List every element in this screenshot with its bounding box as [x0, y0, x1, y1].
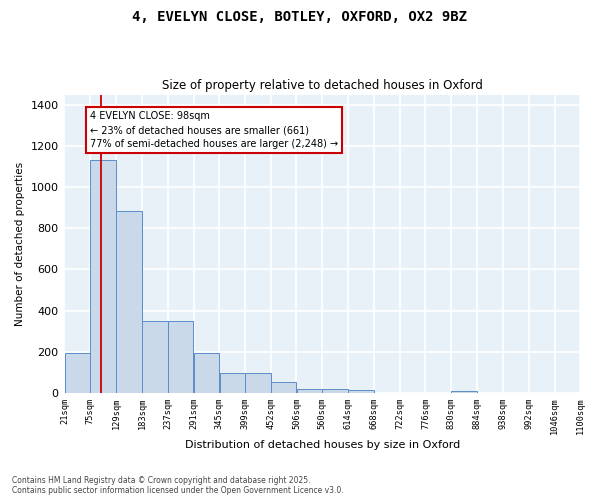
- Y-axis label: Number of detached properties: Number of detached properties: [15, 162, 25, 326]
- Bar: [65, 352, 90, 393]
- Bar: [451, 391, 477, 393]
- X-axis label: Distribution of detached houses by size in Oxford: Distribution of detached houses by size …: [185, 440, 460, 450]
- Bar: [322, 388, 348, 393]
- Bar: [348, 390, 374, 393]
- Text: 4 EVELYN CLOSE: 98sqm
← 23% of detached houses are smaller (661)
77% of semi-det: 4 EVELYN CLOSE: 98sqm ← 23% of detached …: [91, 111, 338, 149]
- Title: Size of property relative to detached houses in Oxford: Size of property relative to detached ho…: [162, 79, 483, 92]
- Text: Contains HM Land Registry data © Crown copyright and database right 2025.
Contai: Contains HM Land Registry data © Crown c…: [12, 476, 344, 495]
- Text: 4, EVELYN CLOSE, BOTLEY, OXFORD, OX2 9BZ: 4, EVELYN CLOSE, BOTLEY, OXFORD, OX2 9BZ: [133, 10, 467, 24]
- Bar: [91, 160, 116, 393]
- Bar: [116, 211, 142, 393]
- Bar: [194, 352, 219, 393]
- Bar: [168, 321, 193, 393]
- Bar: [245, 374, 271, 393]
- Bar: [296, 388, 322, 393]
- Bar: [142, 321, 167, 393]
- Bar: [271, 382, 296, 393]
- Bar: [220, 374, 245, 393]
